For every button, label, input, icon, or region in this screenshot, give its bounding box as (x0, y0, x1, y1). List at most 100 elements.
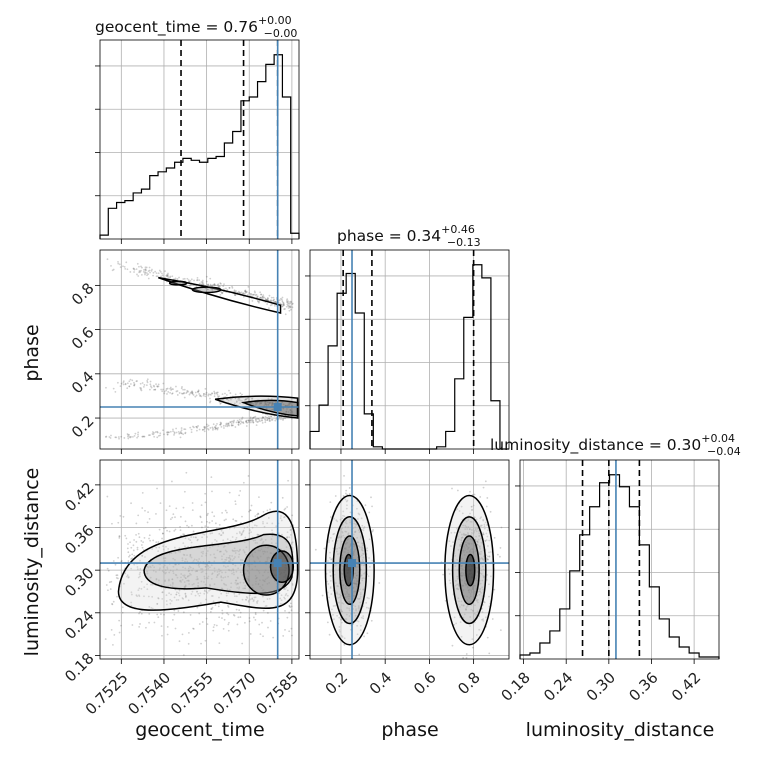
panel-geocent-time-vs-luminosity-distance-sample (213, 515, 216, 518)
panel-phase-vs-luminosity-distance-sample (461, 567, 463, 570)
panel-geocent-time-vs-phase-sample (226, 423, 229, 426)
panel-geocent-time-vs-luminosity-distance-sample (220, 534, 223, 536)
panel-geocent-time-vs-luminosity-distance-content (100, 460, 299, 659)
panel-geocent-time-vs-phase-sample (258, 419, 261, 422)
panel-phase-vs-luminosity-distance-sample (336, 539, 339, 542)
panel-geocent-time-vs-luminosity-distance-sample (284, 609, 286, 612)
panel-geocent-time-vs-phase-sample (202, 394, 205, 397)
panel-phase-vs-luminosity-distance-sample (341, 556, 344, 559)
panel-geocent-time-vs-phase-sample (150, 270, 153, 272)
panel-geocent-time-vs-phase-sample (126, 433, 129, 435)
panel-geocent-time-vs-luminosity-distance-sample (266, 612, 269, 614)
panel-geocent-time-vs-phase-sample (105, 386, 107, 389)
panel-geocent-time-vs-luminosity-distance-sample (254, 524, 256, 527)
panel-geocent-time-vs-luminosity-distance-sample (221, 609, 224, 612)
panel-geocent-time-vs-phase-sample (144, 268, 147, 270)
panel-phase-vs-luminosity-distance-sample (360, 536, 362, 539)
panel-phase-vs-luminosity-distance-sample (332, 614, 334, 616)
panel-geocent-time-vs-phase-sample (238, 421, 241, 423)
panel-phase-vs-luminosity-distance-sample (460, 635, 463, 638)
panel-phase-vs-luminosity-distance-sample (361, 524, 364, 527)
panel-phase-vs-luminosity-distance-sample (326, 580, 329, 583)
panel-phase-vs-luminosity-distance-sample (474, 591, 476, 593)
panel-geocent-time-vs-luminosity-distance-sample (127, 576, 130, 579)
panel-geocent-time-vs-phase-sample (259, 420, 261, 423)
panel-phase-vs-luminosity-distance-sample (466, 604, 469, 607)
panel-geocent-time-vs-luminosity-distance-sample (157, 550, 160, 552)
panel-geocent-time-vs-phase-sample (143, 384, 146, 386)
panel-geocent-time-vs-luminosity-distance-sample (263, 525, 266, 528)
panel-geocent-time-vs-phase-sample (233, 290, 236, 293)
panel-geocent-time-vs-phase-sample (196, 276, 199, 279)
panel-geocent-time-vs-luminosity-distance-sample (271, 529, 273, 532)
panel-phase-vs-luminosity-distance-sample (490, 551, 492, 553)
panel-geocent-time-vs-phase-sample (269, 304, 272, 307)
panel-phase-vs-luminosity-distance-sample (336, 614, 339, 617)
panel-geocent-time-vs-luminosity-distance-sample (251, 587, 254, 589)
panel-geocent-time-vs-luminosity-distance-sample (213, 553, 215, 556)
panel-geocent-time-vs-luminosity-distance-sample (233, 526, 236, 529)
panel-geocent-time-vs-luminosity-distance-sample (236, 532, 238, 535)
panel-geocent-time-vs-luminosity-distance-sample (182, 506, 185, 509)
panel-geocent-time-vs-phase-sample (282, 303, 285, 306)
panel-geocent-time-vs-phase-sample (226, 425, 229, 428)
panel-geocent-time-vs-phase-sample (195, 285, 198, 288)
panel-geocent-time-vs-luminosity-distance-sample (140, 540, 143, 542)
panel-geocent-time-vs-luminosity-distance-xtick-label-4: 0.7585 (252, 669, 302, 719)
panel-geocent-time-vs-luminosity-distance-sample (242, 529, 245, 532)
panel-geocent-time-vs-phase-sample (146, 381, 149, 384)
panel-phase-vs-luminosity-distance-sample (460, 565, 463, 567)
panel-geocent-time-vs-luminosity-distance-xtick-label-0: 0.7525 (82, 669, 132, 719)
panel-geocent-time-vs-luminosity-distance-sample (254, 611, 257, 614)
panel-geocent-time-vs-luminosity-distance-sample (288, 611, 291, 614)
panel-geocent-time-vs-luminosity-distance-sample (216, 574, 219, 577)
panel-geocent-time-vs-phase-sample (282, 418, 284, 420)
panel-geocent-time-vs-luminosity-distance-sample (148, 621, 150, 624)
panel-geocent-time-vs-luminosity-distance-sample (222, 565, 225, 567)
panel-geocent-time-vs-luminosity-distance-sample (247, 601, 250, 603)
hist-phase-grid (340, 250, 475, 449)
panel-geocent-time-vs-phase-sample (253, 293, 256, 296)
panel-geocent-time-vs-luminosity-distance-sample (189, 554, 192, 557)
panel-phase-vs-luminosity-distance-sample (482, 559, 485, 561)
panel-geocent-time-vs-phase-sample (249, 417, 252, 420)
panel-geocent-time-vs-luminosity-distance-sample (238, 549, 241, 552)
panel-geocent-time-vs-phase-sample (216, 393, 219, 396)
panel-geocent-time-vs-phase-sample (195, 425, 198, 428)
panel-geocent-time-vs-luminosity-distance-sample (175, 593, 178, 596)
panel-geocent-time-vs-luminosity-distance-sample (232, 571, 235, 574)
panel-geocent-time-vs-phase-sample (239, 399, 242, 402)
panel-geocent-time-vs-luminosity-distance-sample (179, 550, 182, 553)
panel-phase-vs-luminosity-distance-sample (328, 539, 331, 542)
panel-geocent-time-vs-luminosity-distance-sample (143, 586, 146, 589)
panel-geocent-time-vs-phase-sample (119, 385, 122, 388)
panel-geocent-time-vs-phase-sample (117, 262, 120, 265)
panel-geocent-time-vs-phase-sample (225, 394, 228, 396)
panel-phase-vs-luminosity-distance-sample (478, 552, 481, 554)
panel-geocent-time-vs-phase-sample (268, 415, 270, 418)
panel-geocent-time-vs-luminosity-distance-sample (156, 613, 159, 616)
panel-phase-vs-luminosity-distance-sample (341, 573, 344, 576)
panel-geocent-time-vs-phase-sample (182, 433, 185, 436)
panel-phase-vs-luminosity-distance-sample (485, 616, 487, 619)
panel-geocent-time-vs-phase-sample (216, 427, 219, 430)
panel-geocent-time-vs-luminosity-distance-sample (267, 626, 269, 629)
panel-geocent-time-vs-luminosity-distance-sample (189, 614, 192, 616)
panel-phase-vs-luminosity-distance-sample (326, 621, 329, 624)
panel-geocent-time-vs-phase-sample (214, 426, 216, 428)
panel-geocent-time-vs-phase-sample (217, 285, 220, 287)
panel-geocent-time-vs-luminosity-distance-sample (255, 577, 258, 579)
panel-geocent-time-vs-luminosity-distance-sample (174, 528, 177, 531)
panel-phase-vs-luminosity-distance-sample (469, 538, 472, 541)
panel-geocent-time-vs-phase-sample (287, 307, 290, 309)
panel-geocent-time-vs-phase-sample (279, 297, 282, 300)
panel-geocent-time-vs-luminosity-distance-sample (196, 539, 199, 542)
panel-phase-vs-luminosity-distance-sample (481, 579, 484, 582)
panel-geocent-time-vs-phase-sample (156, 431, 159, 434)
panel-geocent-time-vs-luminosity-distance-sample (266, 577, 269, 580)
panel-phase-vs-luminosity-distance-sample (486, 535, 489, 538)
panel-geocent-time-vs-phase-sample (156, 436, 159, 439)
panel-geocent-time-vs-phase-sample (110, 264, 112, 267)
panel-phase-vs-luminosity-distance-sample (349, 521, 351, 524)
panel-geocent-time-vs-luminosity-distance-sample (227, 591, 230, 594)
